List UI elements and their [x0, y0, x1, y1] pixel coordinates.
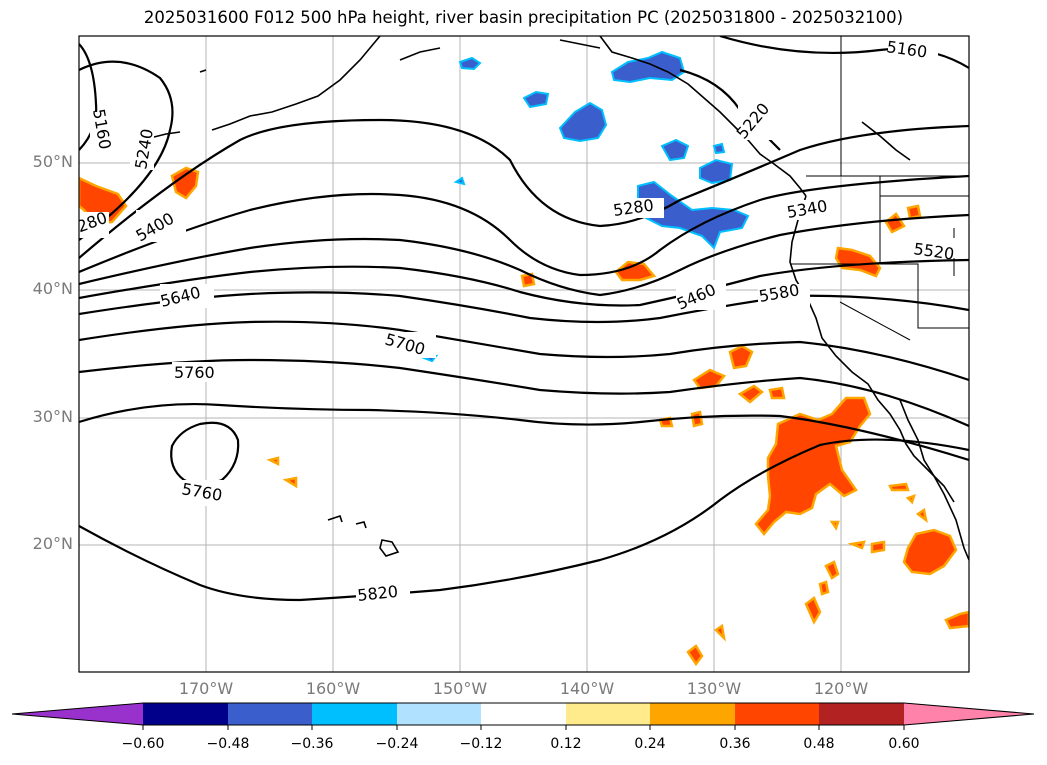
map-title: 2025031600 F012 500 hPa height, river ba…: [143, 8, 904, 27]
colorbar-bin: [481, 703, 566, 725]
lat-label-20n: 20°N: [32, 534, 73, 553]
colorbar-tick: 0.36: [719, 736, 751, 752]
lon-label-150w: 150°W: [432, 679, 488, 698]
colorbar-bin: [228, 703, 312, 725]
colorbar-bin: [650, 703, 735, 725]
colorbar-tick: 0.24: [634, 736, 666, 752]
colorbar-tick: −0.36: [290, 736, 334, 752]
colorbar-tick: 0.48: [803, 736, 835, 752]
colorbar-extend-high: [904, 703, 1034, 725]
gridlines: [79, 36, 969, 672]
lon-label-130w: 130°W: [686, 679, 742, 698]
colorbar-bin: [312, 703, 397, 725]
contour-label-5760-main: 5760: [174, 363, 215, 382]
negative-precip-areas: [420, 50, 750, 363]
colorbar-tick: 0.12: [550, 736, 582, 752]
colorbar-tick: −0.24: [375, 736, 419, 752]
lon-label-120w: 120°W: [813, 679, 869, 698]
colorbar-bin: [397, 703, 481, 725]
coastlines: [149, 36, 969, 561]
height-contours: [79, 36, 969, 602]
lon-label-160w: 160°W: [305, 679, 361, 698]
lat-label-40n: 40°N: [32, 279, 73, 298]
map-frame: [78, 35, 970, 673]
colorbar-extend-low: [12, 703, 143, 725]
colorbar-tick: −0.48: [206, 736, 250, 752]
colorbar: [11, 702, 1035, 730]
lon-label-170w: 170°W: [178, 679, 234, 698]
lat-label-30n: 30°N: [32, 407, 73, 426]
contour-labels: 5160 5160 5240 5220 5280 5280 5340 5400 …: [79, 37, 964, 605]
contour-label-5820: 5820: [356, 582, 398, 605]
colorbar-bin: [143, 703, 228, 725]
colorbar-tick: 0.60: [888, 736, 920, 752]
colorbar-bin: [566, 703, 650, 725]
lon-label-140w: 140°W: [559, 679, 615, 698]
colorbar-tick: −0.60: [121, 736, 165, 752]
lat-label-50n: 50°N: [32, 152, 73, 171]
colorbar-bin: [735, 703, 819, 725]
colorbar-tick: −0.12: [459, 736, 503, 752]
colorbar-bin: [819, 703, 904, 725]
